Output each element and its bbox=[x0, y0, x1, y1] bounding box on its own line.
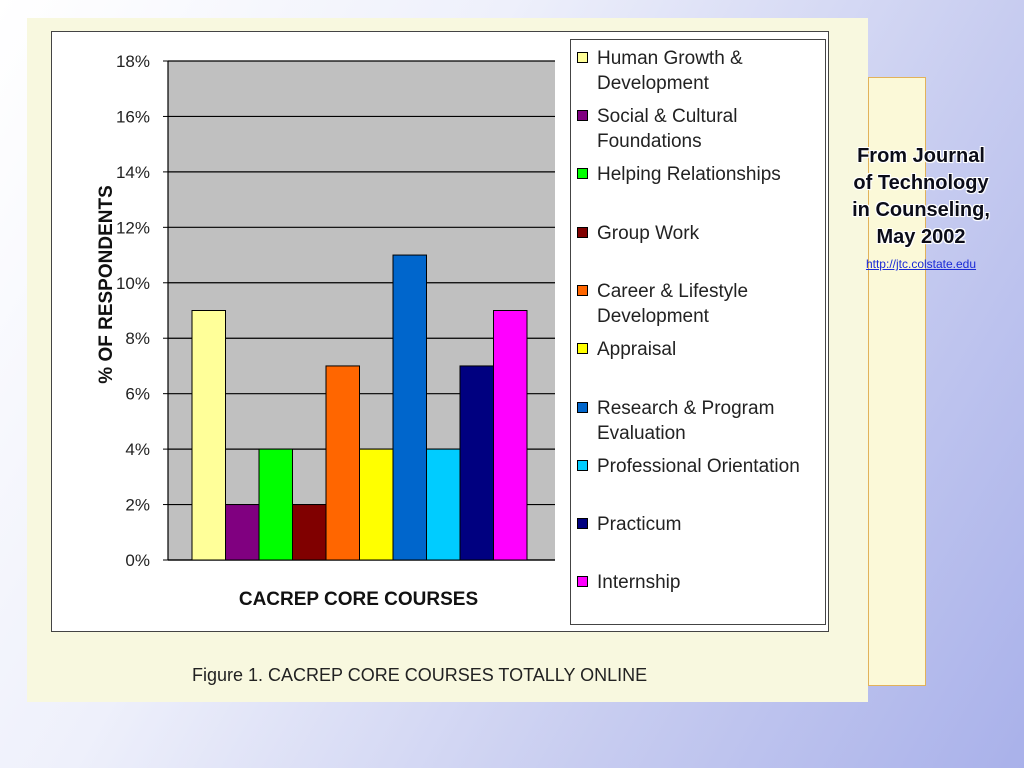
legend-label: Research & Program Evaluation bbox=[597, 398, 775, 444]
bar-2 bbox=[225, 504, 260, 561]
legend-swatch bbox=[577, 343, 588, 354]
legend-swatch bbox=[577, 460, 588, 471]
y-tick-label: 6% bbox=[125, 385, 150, 404]
legend-label: Practicum bbox=[597, 514, 682, 535]
legend-swatch bbox=[577, 285, 588, 296]
source-note: From Journal of Technology in Counseling… bbox=[848, 143, 994, 273]
legend-swatch bbox=[577, 402, 588, 413]
legend-swatch bbox=[577, 518, 588, 529]
bar-10 bbox=[493, 310, 528, 561]
y-tick-label: 16% bbox=[116, 107, 150, 126]
legend-label: Social & Cultural Foundations bbox=[597, 106, 738, 152]
bar-9 bbox=[459, 365, 494, 561]
y-tick-label: 14% bbox=[116, 163, 150, 182]
source-link[interactable]: http://jtc.colstate.edu bbox=[865, 257, 977, 271]
bar-3 bbox=[258, 448, 293, 561]
y-axis-title: % OF RESPONDENTS bbox=[96, 185, 117, 383]
legend-label: Career & Lifestyle Development bbox=[597, 281, 749, 327]
legend-label: Group Work bbox=[597, 223, 700, 244]
y-tick-label: 18% bbox=[116, 52, 150, 71]
legend-swatch bbox=[577, 576, 588, 587]
bar-5 bbox=[325, 365, 360, 561]
legend-label: Human Growth & Development bbox=[597, 48, 743, 94]
legend-swatch bbox=[577, 110, 588, 121]
chart-frame: 0% 2% 4% 6% 8% 10% 12% 14% 16% 18% CACREP CORE COU… bbox=[51, 31, 829, 632]
bar-1 bbox=[191, 310, 226, 561]
legend-label: Internship bbox=[597, 572, 681, 593]
bar-7 bbox=[392, 254, 427, 561]
legend-label: Helping Relationships bbox=[597, 164, 781, 185]
bar-6 bbox=[359, 448, 394, 561]
legend-label: Appraisal bbox=[597, 339, 677, 360]
y-tick-label: 2% bbox=[125, 496, 150, 515]
source-title: From Journal of Technology in Counseling… bbox=[852, 145, 990, 248]
legend-swatch bbox=[577, 227, 588, 238]
figure-panel: 0% 2% 4% 6% 8% 10% 12% 14% 16% 18% CACREP CORE COU… bbox=[27, 18, 868, 702]
y-tick-label: 4% bbox=[125, 440, 150, 459]
y-tick-label: 12% bbox=[116, 218, 150, 237]
legend-swatch bbox=[577, 52, 588, 63]
bar-chart: 0% 2% 4% 6% 8% 10% 12% 14% 16% 18% CACREP CORE COU… bbox=[96, 52, 555, 610]
background-card bbox=[868, 77, 926, 686]
legend-label: Professional Orientation bbox=[597, 456, 800, 477]
x-axis-title: CACREP CORE COURSES bbox=[239, 589, 478, 610]
y-tick-label: 10% bbox=[116, 274, 150, 293]
legend-swatch bbox=[577, 168, 588, 179]
y-tick-label: 0% bbox=[125, 551, 150, 570]
figure-caption: Figure 1. CACREP CORE COURSES TOTALLY ON… bbox=[192, 665, 648, 685]
chart-legend: Human Growth & Development Social & Cultu… bbox=[570, 39, 826, 625]
bar-8 bbox=[426, 448, 461, 561]
y-tick-label: 8% bbox=[125, 329, 150, 348]
bar-4 bbox=[292, 504, 327, 561]
